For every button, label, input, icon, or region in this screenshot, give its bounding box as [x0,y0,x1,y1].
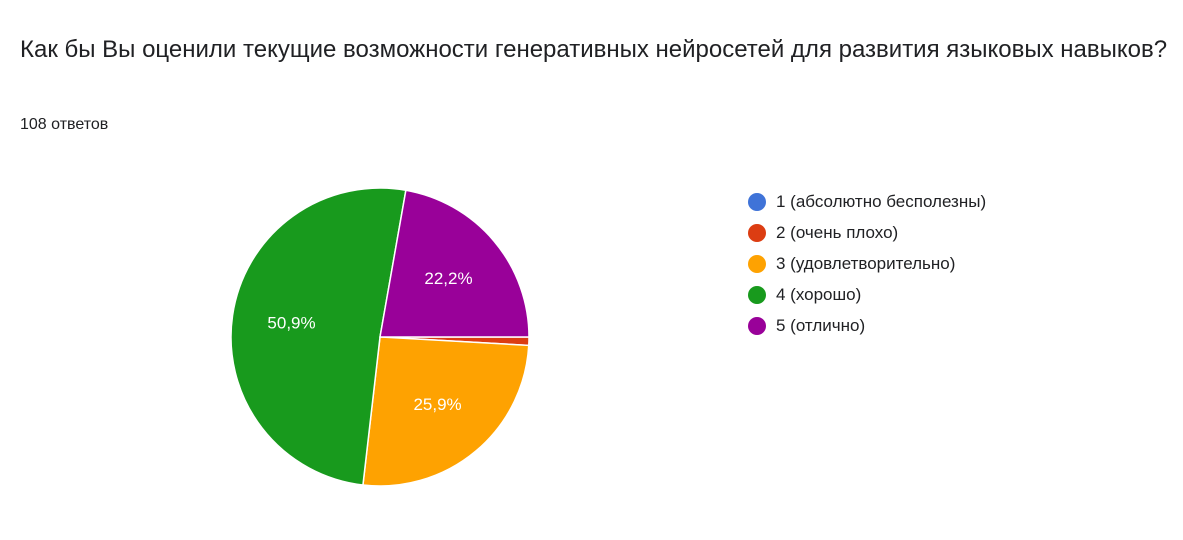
legend-swatch-icon [748,254,766,273]
legend-label: 5 (отлично) [776,315,866,335]
chart-legend: 1 (абсолютно бесполезны) 2 (очень плохо)… [748,186,986,341]
legend-swatch-icon [748,223,766,242]
legend-label: 3 (удовлетворительно) [776,253,956,273]
legend-item[interactable]: 5 (отлично) [748,310,986,341]
legend-swatch-icon [748,192,766,211]
legend-item[interactable]: 3 (удовлетворительно) [748,248,986,279]
slice-label: 25,9% [413,395,461,414]
response-count: 108 ответов [20,116,109,133]
legend-swatch-icon [748,285,766,304]
legend-item[interactable]: 2 (очень плохо) [748,217,986,248]
legend-label: 4 (хорошо) [776,284,862,304]
chart-title: Как бы Вы оценили текущие возможности ге… [20,36,1168,63]
pie-slice[interactable] [230,187,407,486]
pie-slice[interactable] [362,336,530,487]
slice-label: 22,2% [424,269,472,288]
legend-label: 2 (очень плохо) [776,222,899,242]
slice-label: 50,9% [267,314,315,333]
pie-slice[interactable] [379,189,530,338]
legend-label: 1 (абсолютно бесполезны) [776,191,987,211]
legend-swatch-icon [748,316,766,335]
legend-item[interactable]: 1 (абсолютно бесполезны) [748,186,986,217]
legend-item[interactable]: 4 (хорошо) [748,279,986,310]
